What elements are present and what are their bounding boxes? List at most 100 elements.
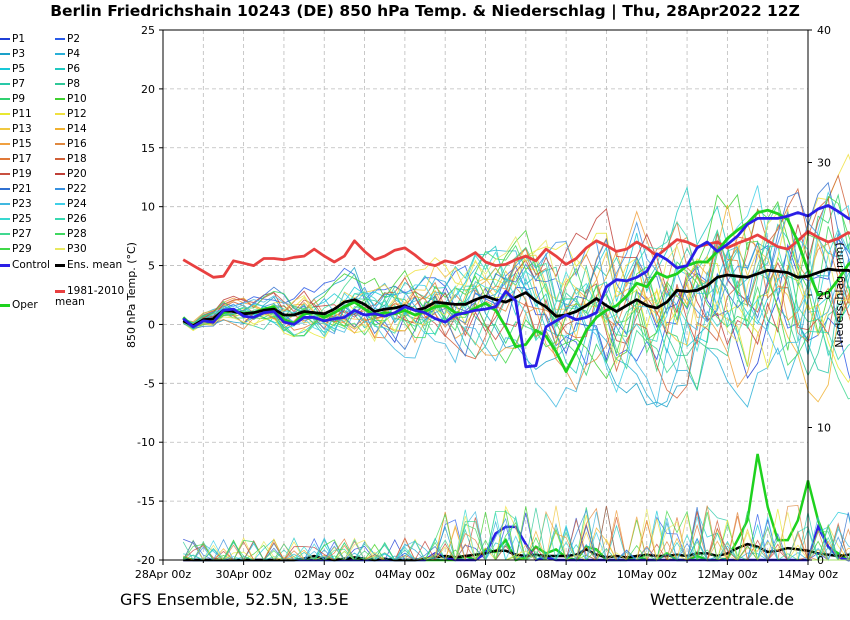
- legend-item-p13: P13: [0, 122, 32, 136]
- legend-label: P15: [12, 138, 32, 150]
- legend-label: P5: [12, 63, 26, 75]
- legend-label: Control: [12, 259, 50, 271]
- member-line-20: [182, 196, 850, 346]
- legend-swatch: [0, 173, 10, 175]
- legend-swatch: [0, 83, 10, 85]
- legend: P1 P2 P3 P4 P5 P6 P7 P8 P9 P10 P11 P12 P13 P14 P15 P16 P…: [0, 0, 130, 330]
- legend-label: P30: [67, 243, 87, 255]
- legend-item-p5: P5: [0, 62, 25, 76]
- legend-item-p24: P24: [55, 197, 87, 211]
- y-tick-label: -20: [137, 554, 155, 567]
- legend-item-oper: Oper: [0, 298, 38, 312]
- x-axis-label: Date (UTC): [455, 583, 515, 596]
- x-tick-label: 12May 00z: [697, 568, 757, 581]
- legend-swatch: [0, 98, 10, 100]
- legend-swatch: [0, 68, 10, 70]
- legend-label: P14: [67, 123, 87, 135]
- y-tick-label: -15: [137, 495, 155, 508]
- y-tick-label: -5: [144, 377, 155, 390]
- legend-label: P18: [67, 153, 87, 165]
- legend-label: P4: [67, 48, 81, 60]
- legend-swatch: [55, 173, 65, 175]
- x-tick-label: 30Apr 00z: [215, 568, 272, 581]
- legend-swatch: [55, 263, 65, 267]
- legend-item-ens-mean: Ens. mean: [55, 258, 122, 272]
- legend-item-p1: P1: [0, 32, 25, 46]
- legend-item-p22: P22: [55, 182, 87, 196]
- legend-swatch: [0, 128, 10, 130]
- legend-swatch: [55, 218, 65, 220]
- legend-swatch: [0, 158, 10, 160]
- legend-swatch: [55, 188, 65, 190]
- legend-swatch: [0, 303, 10, 307]
- legend-item-p15: P15: [0, 137, 32, 151]
- y-tick-label: 0: [148, 318, 155, 331]
- y-axis-label: 850 hPa Temp. (°C): [125, 242, 138, 348]
- legend-swatch: [55, 113, 65, 115]
- y-tick-label: -10: [137, 436, 155, 449]
- legend-swatch: [0, 263, 10, 267]
- legend-item-p7: P7: [0, 77, 25, 91]
- legend-label: P22: [67, 183, 87, 195]
- legend-label: Oper: [12, 299, 38, 311]
- legend-swatch: [55, 233, 65, 235]
- legend-item-p23: P23: [0, 197, 32, 211]
- page-title: Berlin Friedrichshain 10243 (DE) 850 hPa…: [50, 2, 800, 20]
- legend-label: P1: [12, 33, 26, 45]
- legend-item-p30: P30: [55, 242, 87, 256]
- legend-item-p2: P2: [55, 32, 80, 46]
- legend-item-p25: P25: [0, 212, 32, 226]
- member-line-21: [182, 181, 850, 358]
- legend-swatch: [55, 38, 65, 40]
- legend-item-p10: P10: [55, 92, 87, 106]
- series-line-1981-2010-mean: [182, 229, 850, 279]
- legend-item-p9: P9: [0, 92, 25, 106]
- precipitation-series: [182, 453, 850, 562]
- legend-item-p14: P14: [55, 122, 87, 136]
- legend-label: P29: [12, 243, 32, 255]
- legend-item-p26: P26: [55, 212, 87, 226]
- legend-swatch: [0, 233, 10, 235]
- member-precip-5: [183, 509, 850, 561]
- legend-swatch: [55, 98, 65, 100]
- legend-label: Ens. mean: [67, 259, 123, 271]
- legend-item-control: Control: [0, 258, 50, 272]
- x-tick-label: 04May 00z: [375, 568, 435, 581]
- y2-tick-label: 40: [817, 24, 831, 37]
- legend-swatch: [0, 143, 10, 145]
- y2-tick-label: 0: [817, 554, 824, 567]
- legend-swatch: [0, 203, 10, 205]
- footer-source: Wetterzentrale.de: [650, 590, 795, 609]
- legend-label: P6: [67, 63, 81, 75]
- main-series-lines: [182, 204, 850, 374]
- legend-swatch: [0, 218, 10, 220]
- legend-swatch: [0, 38, 10, 40]
- member-line-7: [183, 228, 850, 374]
- legend-label: P8: [67, 78, 81, 90]
- y-tick-label: 5: [148, 260, 155, 273]
- legend-item-p20: P20: [55, 167, 87, 181]
- legend-swatch: [55, 53, 65, 55]
- legend-label: P10: [67, 93, 87, 105]
- legend-label: P13: [12, 123, 32, 135]
- grid-lines: [163, 30, 808, 560]
- member-line-6: [183, 185, 850, 374]
- legend-label: P24: [67, 198, 87, 210]
- legend-swatch: [0, 53, 10, 55]
- legend-label: P16: [67, 138, 87, 150]
- legend-item-p16: P16: [55, 137, 87, 151]
- x-tick-label: 02May 00z: [294, 568, 354, 581]
- member-line-24: [183, 185, 850, 394]
- legend-label: P23: [12, 198, 32, 210]
- y-tick-label: 25: [141, 24, 155, 37]
- legend-item-p27: P27: [0, 227, 32, 241]
- legend-label: P26: [67, 213, 87, 225]
- series-line-ens-mean: [182, 267, 850, 328]
- legend-label: P9: [12, 93, 26, 105]
- series-line-oper: [182, 208, 850, 374]
- legend-item-p28: P28: [55, 227, 87, 241]
- legend-item-p4: P4: [55, 47, 80, 61]
- footer-model-info: GFS Ensemble, 52.5N, 13.5E: [120, 590, 349, 609]
- legend-swatch: [0, 188, 10, 190]
- legend-swatch: [0, 113, 10, 115]
